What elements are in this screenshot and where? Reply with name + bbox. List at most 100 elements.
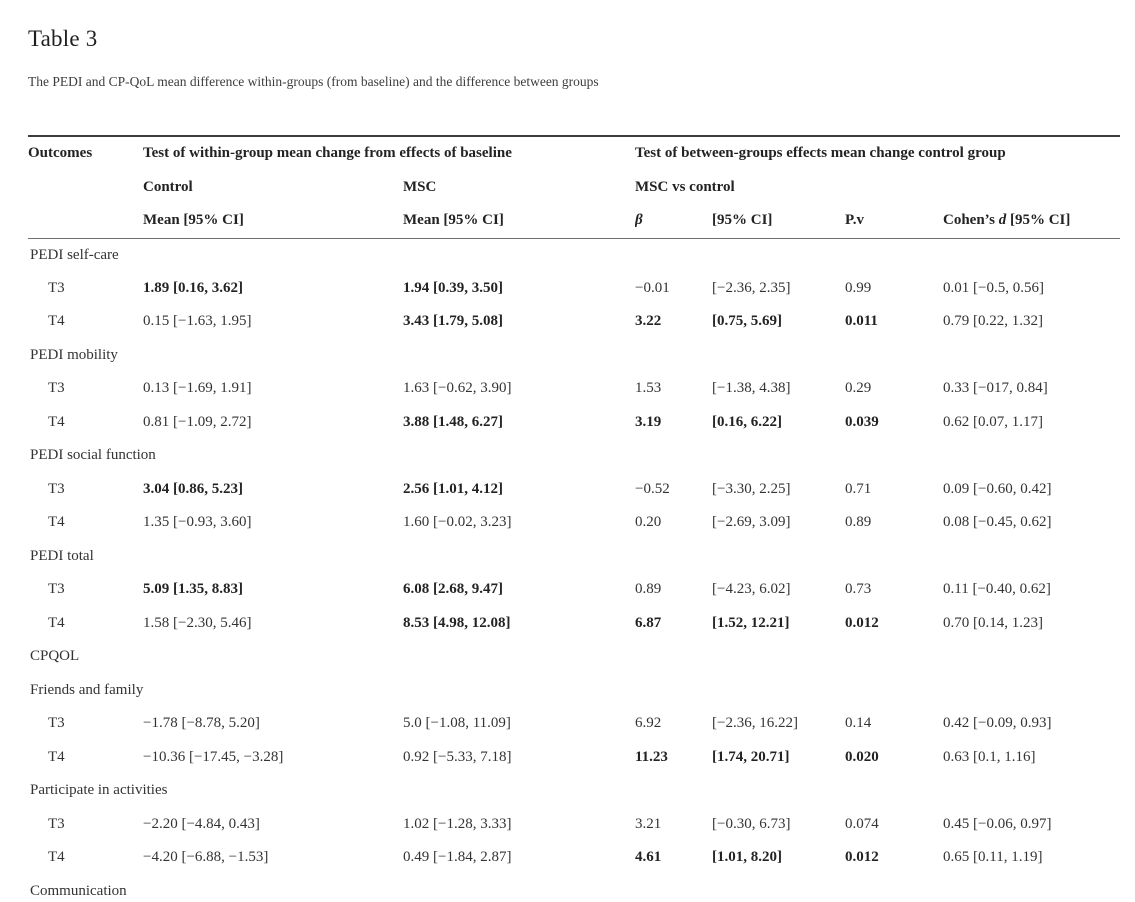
msc-mean-cell: 8.53 [4.98, 12.08]: [403, 614, 511, 631]
beta-cell: 3.22: [635, 313, 662, 330]
beta-cell: 11.23: [635, 748, 668, 765]
control-mean-cell: 0.15 [−1.63, 1.95]: [143, 313, 252, 330]
msc-mean-cell: 3.88 [1.48, 6.27]: [403, 413, 503, 430]
section-label: PEDI self-care: [30, 246, 119, 263]
timepoint-label: T4: [48, 748, 65, 765]
ci-cell: [−3.30, 2.25]: [712, 480, 791, 497]
ci-cell: [−1.38, 4.38]: [712, 380, 791, 397]
cohen-d-cell: 0.01 [−0.5, 0.56]: [943, 279, 1044, 296]
timepoint-label: T3: [48, 815, 65, 832]
table-caption: The PEDI and CP-QoL mean difference with…: [28, 74, 599, 89]
cohen-d-cell: 0.62 [0.07, 1.17]: [943, 413, 1043, 430]
pv-cell: 0.039: [845, 413, 879, 430]
data-row: T4 −10.36 [−17.45, −3.28] 0.92 [−5.33, 7.1…: [28, 741, 1120, 775]
col-header-msc-mean: Mean [95% CI]: [403, 212, 504, 229]
data-row: T3 3.04 [0.86, 5.23] 2.56 [1.01, 4.12] −0.5…: [28, 473, 1120, 507]
section-row: PEDI total: [28, 540, 1120, 574]
beta-cell: 6.87: [635, 614, 662, 631]
timepoint-label: T3: [48, 715, 65, 732]
data-row: T4 0.15 [−1.63, 1.95] 3.43 [1.79, 5.08] 3.2…: [28, 305, 1120, 339]
results-table: Outcomes Test of within-group mean chang…: [28, 135, 1121, 902]
data-row: T4 0.81 [−1.09, 2.72] 3.88 [1.48, 6.27] 3.1…: [28, 406, 1120, 440]
col-header-msc-vs-control: MSC vs control: [635, 178, 735, 195]
msc-mean-cell: 0.49 [−1.84, 2.87]: [403, 849, 512, 866]
pv-cell: 0.99: [845, 279, 872, 296]
cohen-prefix: Cohen’s: [943, 212, 999, 229]
section-row: Participate in activities: [28, 774, 1120, 808]
header-row-arms: Control MSC MSC vs control: [28, 170, 1120, 204]
ci-cell: [−2.36, 2.35]: [712, 279, 791, 296]
control-mean-cell: 1.58 [−2.30, 5.46]: [143, 614, 252, 631]
ci-cell: [−2.36, 16.22]: [712, 715, 798, 732]
timepoint-label: T4: [48, 413, 65, 430]
timepoint-label: T4: [48, 849, 65, 866]
data-row: T4 −4.20 [−6.88, −1.53] 0.49 [−1.84, 2.87]…: [28, 841, 1120, 875]
ci-cell: [1.74, 20.71]: [712, 748, 790, 765]
timepoint-label: T4: [48, 614, 65, 631]
pv-cell: 0.73: [845, 581, 872, 598]
col-header-within-group: Test of within-group mean change from ef…: [143, 145, 512, 161]
control-mean-cell: 1.89 [0.16, 3.62]: [143, 279, 243, 296]
beta-cell: 3.21: [635, 815, 662, 832]
cohen-d-cell: 0.79 [0.22, 1.32]: [943, 313, 1043, 330]
section-label: Friends and family: [30, 681, 144, 698]
cohen-d-cell: 0.45 [−0.06, 0.97]: [943, 815, 1052, 832]
data-row: T3 5.09 [1.35, 8.83] 6.08 [2.68, 9.47] 0.89…: [28, 573, 1120, 607]
table-body: PEDI self-care T3 1.89 [0.16, 3.62] 1.94 [0…: [28, 238, 1120, 902]
timepoint-label: T3: [48, 480, 65, 497]
col-header-control: Control: [143, 178, 193, 195]
timepoint-label: T3: [48, 279, 65, 296]
pv-cell: 0.020: [845, 748, 879, 765]
cohen-d-cell: 0.70 [0.14, 1.23]: [943, 614, 1043, 631]
timepoint-label: T4: [48, 313, 65, 330]
control-mean-cell: 0.13 [−1.69, 1.91]: [143, 380, 252, 397]
table-header: Outcomes Test of within-group mean chang…: [28, 136, 1121, 238]
page-title: Table 3: [28, 26, 98, 51]
control-mean-cell: −2.20 [−4.84, 0.43]: [143, 815, 260, 832]
col-header-beta: β: [635, 212, 643, 229]
cohen-d-cell: 0.11 [−0.40, 0.62]: [943, 581, 1051, 598]
pv-cell: 0.14: [845, 715, 872, 732]
pv-cell: 0.89: [845, 514, 872, 531]
data-row: T3 −1.78 [−8.78, 5.20] 5.0 [−1.08, 11.09] 6…: [28, 707, 1120, 741]
beta-cell: 3.19: [635, 413, 662, 430]
cohen-d-cell: 0.33 [−017, 0.84]: [943, 380, 1048, 397]
header-row-groups: Outcomes Test of within-group mean chang…: [28, 136, 1120, 170]
col-header-msc: MSC: [403, 178, 437, 195]
section-row: Communication: [28, 875, 1120, 902]
col-header-between-groups: Test of between-groups effects mean chan…: [635, 145, 1006, 161]
cohen-d-cell: 0.63 [0.1, 1.16]: [943, 748, 1036, 765]
col-header-control-mean: Mean [95% CI]: [143, 212, 244, 229]
section-label: PEDI social function: [30, 447, 156, 464]
beta-cell: 0.20: [635, 514, 662, 531]
pv-cell: 0.012: [845, 614, 879, 631]
ci-cell: [−4.23, 6.02]: [712, 581, 791, 598]
msc-mean-cell: 1.63 [−0.62, 3.90]: [403, 380, 512, 397]
beta-cell: 4.61: [635, 849, 662, 866]
data-row: T4 1.35 [−0.93, 3.60] 1.60 [−0.02, 3.23] 0.…: [28, 506, 1120, 540]
section-row: Friends and family: [28, 674, 1120, 708]
cohen-d-cell: 0.42 [−0.09, 0.93]: [943, 715, 1052, 732]
cohen-d-cell: 0.65 [0.11, 1.19]: [943, 849, 1043, 866]
beta-cell: −0.01: [635, 279, 670, 296]
ci-cell: [1.52, 12.21]: [712, 614, 790, 631]
ci-cell: [1.01, 8.20]: [712, 849, 782, 866]
cohen-d-symbol: d: [998, 212, 1007, 229]
timepoint-label: T3: [48, 581, 65, 598]
beta-cell: 0.89: [635, 581, 662, 598]
beta-cell: −0.52: [635, 480, 670, 497]
section-label: PEDI total: [30, 547, 94, 564]
control-mean-cell: −4.20 [−6.88, −1.53]: [143, 849, 269, 866]
control-mean-cell: 5.09 [1.35, 8.83]: [143, 581, 243, 598]
msc-mean-cell: 1.02 [−1.28, 3.33]: [403, 815, 512, 832]
control-mean-cell: −1.78 [−8.78, 5.20]: [143, 715, 260, 732]
section-row: PEDI social function: [28, 439, 1120, 473]
msc-mean-cell: 6.08 [2.68, 9.47]: [403, 581, 503, 598]
section-label: Participate in activities: [30, 782, 168, 799]
col-header-ci: [95% CI]: [712, 212, 773, 229]
section-label: CPQOL: [30, 648, 80, 665]
data-row: T4 1.58 [−2.30, 5.46] 8.53 [4.98, 12.08] 6.…: [28, 607, 1120, 641]
beta-cell: 1.53: [635, 380, 662, 397]
msc-mean-cell: 3.43 [1.79, 5.08]: [403, 313, 503, 330]
section-row: PEDI mobility: [28, 339, 1120, 373]
